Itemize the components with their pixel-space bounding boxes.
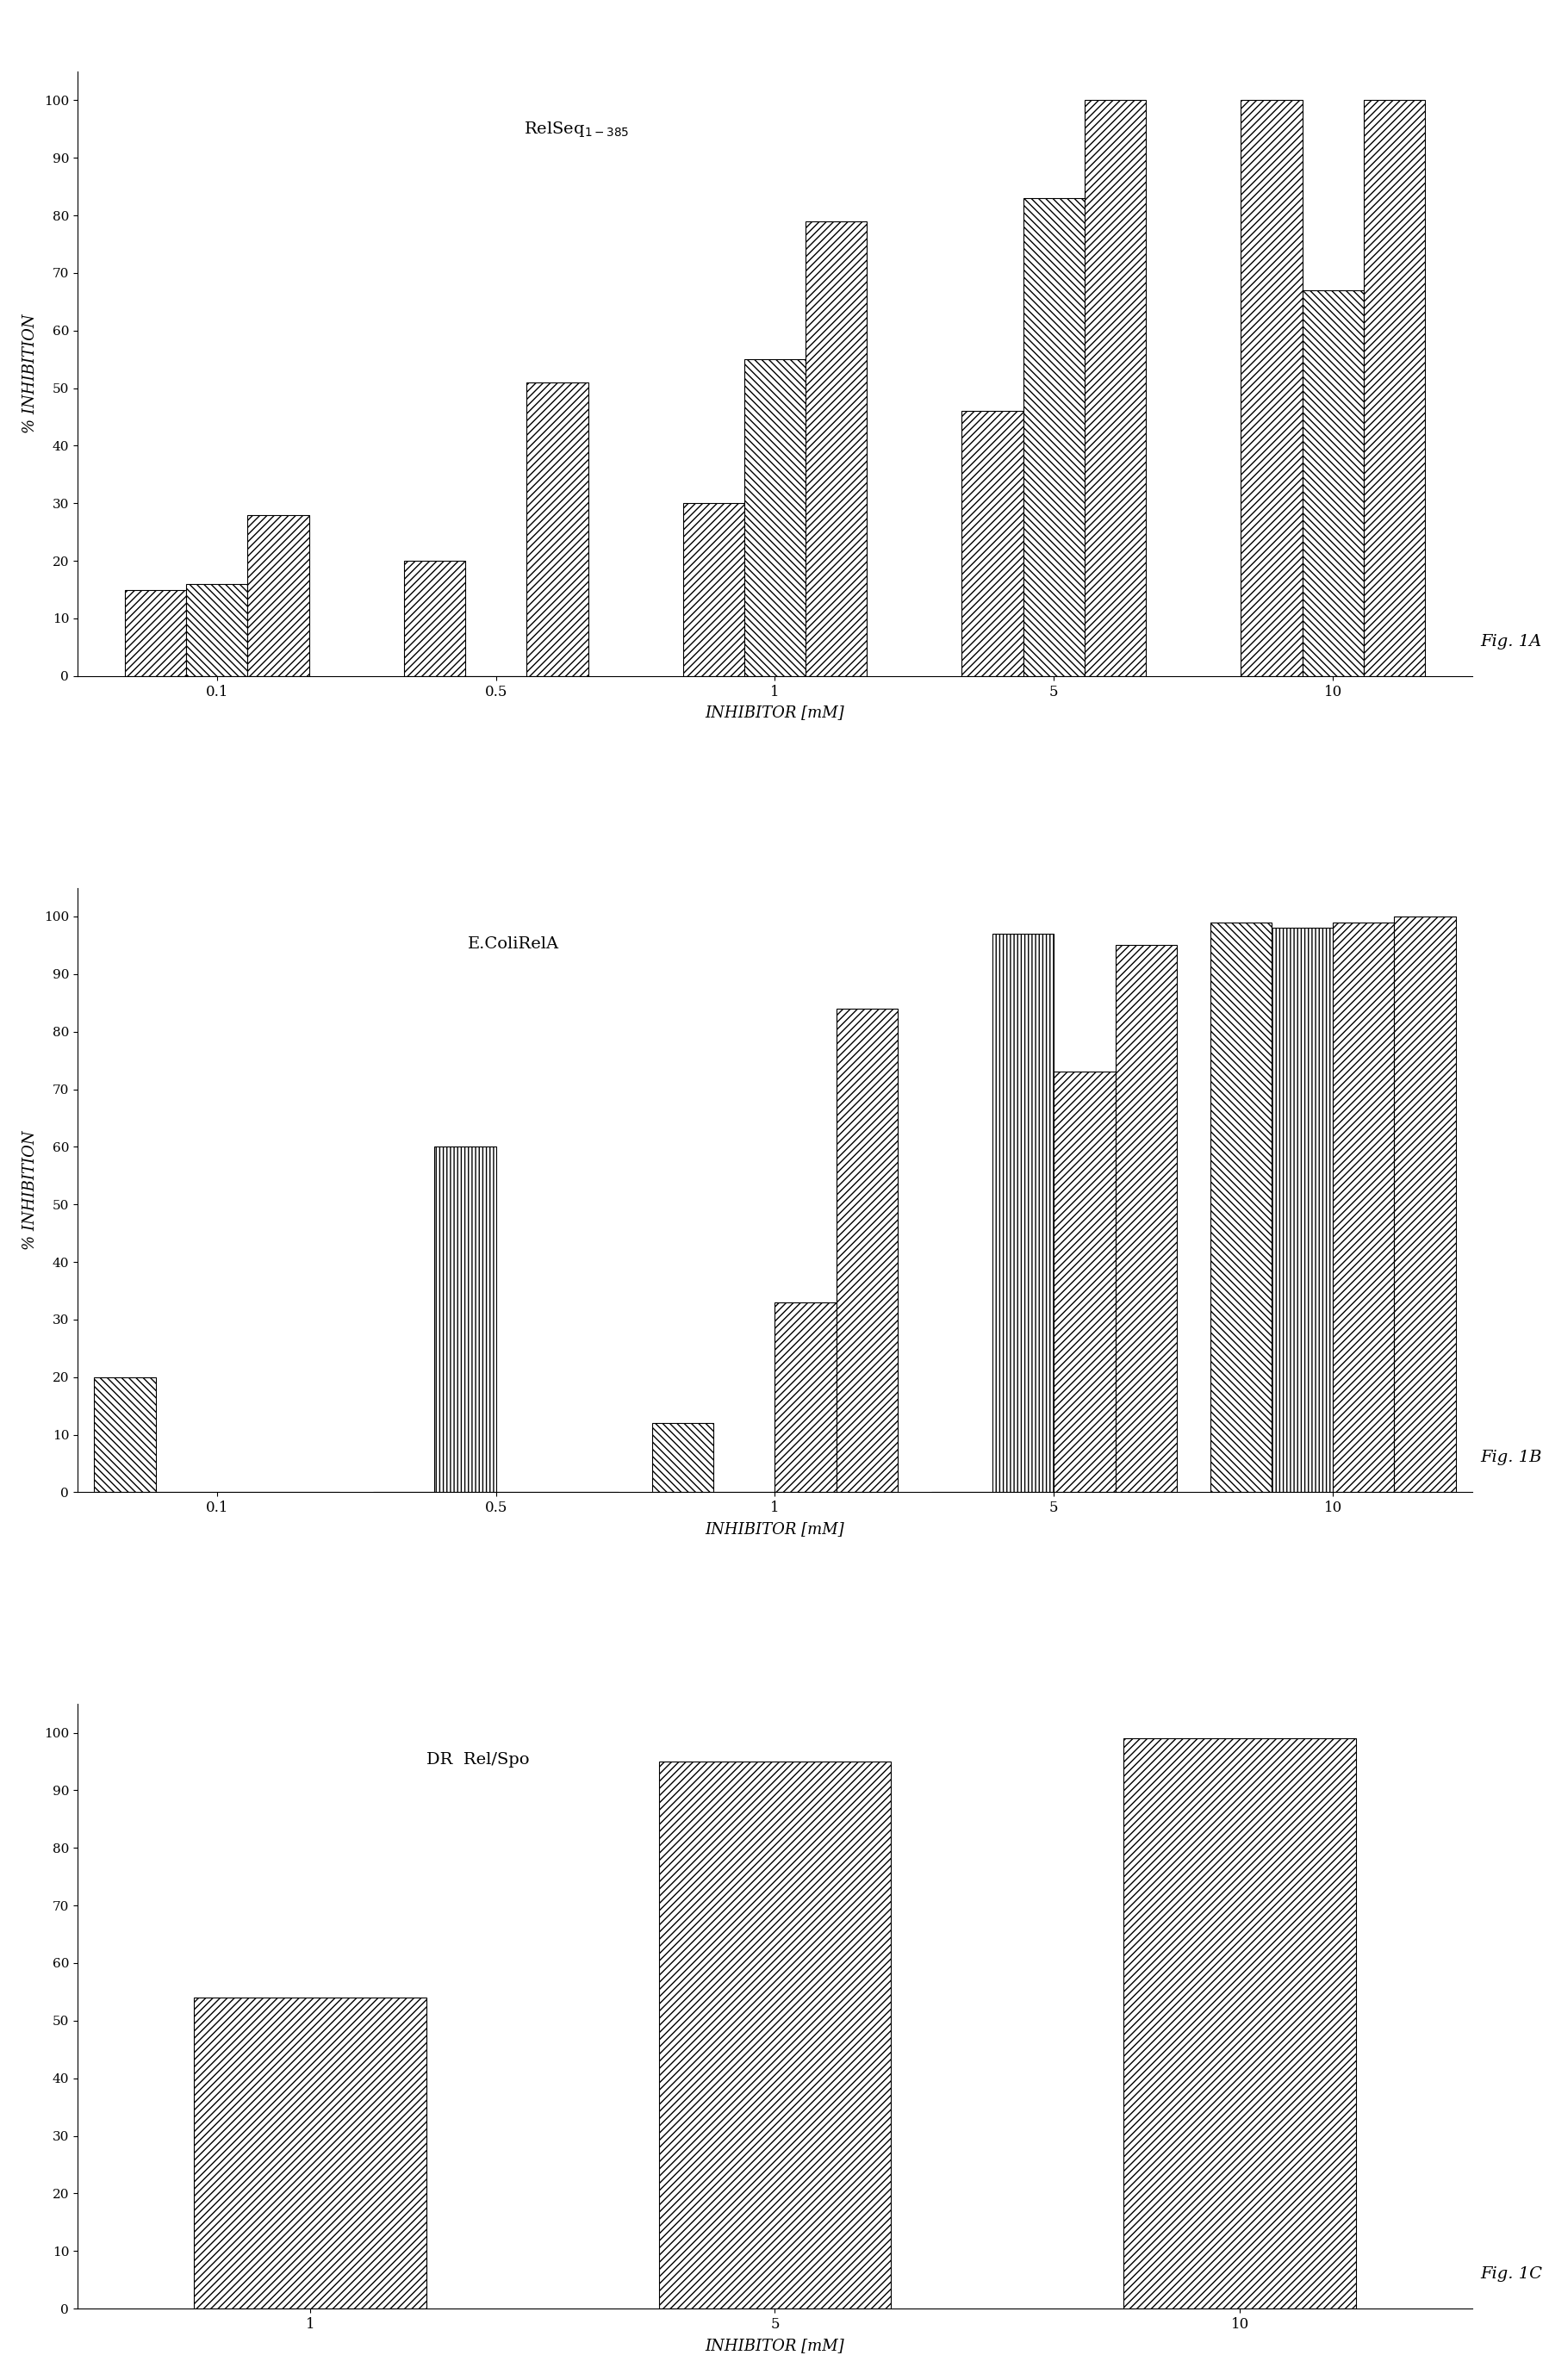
Bar <box>836 1009 897 1492</box>
Bar <box>658 1761 891 2309</box>
Bar <box>683 502 744 676</box>
Y-axis label: % INHIBITION: % INHIBITION <box>22 1130 37 1250</box>
Bar <box>1053 1071 1115 1492</box>
Bar <box>1123 1737 1355 2309</box>
Bar <box>1394 916 1455 1492</box>
Bar <box>94 1378 155 1492</box>
Bar <box>805 221 866 676</box>
Bar <box>1363 100 1424 676</box>
Bar <box>1270 928 1332 1492</box>
Bar <box>404 562 465 676</box>
Bar <box>652 1423 713 1492</box>
Bar <box>527 383 587 676</box>
Text: Fig. 1B: Fig. 1B <box>1479 1449 1541 1466</box>
Bar <box>1241 100 1301 676</box>
X-axis label: INHIBITOR [mM]: INHIBITOR [mM] <box>705 2337 844 2354</box>
Bar <box>962 412 1022 676</box>
Bar <box>125 590 186 676</box>
Bar <box>991 933 1053 1492</box>
Y-axis label: % INHIBITION: % INHIBITION <box>22 314 37 433</box>
Bar <box>248 514 308 676</box>
Bar <box>1022 198 1084 676</box>
Bar <box>186 583 248 676</box>
Bar <box>1115 945 1176 1492</box>
Bar <box>1301 290 1363 676</box>
Text: Fig. 1A: Fig. 1A <box>1479 633 1541 650</box>
X-axis label: INHIBITOR [mM]: INHIBITOR [mM] <box>705 1521 844 1537</box>
Text: Fig. 1C: Fig. 1C <box>1479 2266 1541 2282</box>
Bar <box>744 359 805 676</box>
Bar <box>434 1147 496 1492</box>
X-axis label: INHIBITOR [mM]: INHIBITOR [mM] <box>705 704 844 721</box>
Text: RelSeq$_{1-385}$: RelSeq$_{1-385}$ <box>524 119 629 138</box>
Bar <box>1084 100 1145 676</box>
Bar <box>1210 921 1270 1492</box>
Text: DR  Rel/Spo: DR Rel/Spo <box>426 1752 528 1768</box>
Bar <box>1332 921 1394 1492</box>
Bar <box>194 1997 426 2309</box>
Bar <box>774 1302 836 1492</box>
Text: E.ColiRelA: E.ColiRelA <box>468 935 559 952</box>
